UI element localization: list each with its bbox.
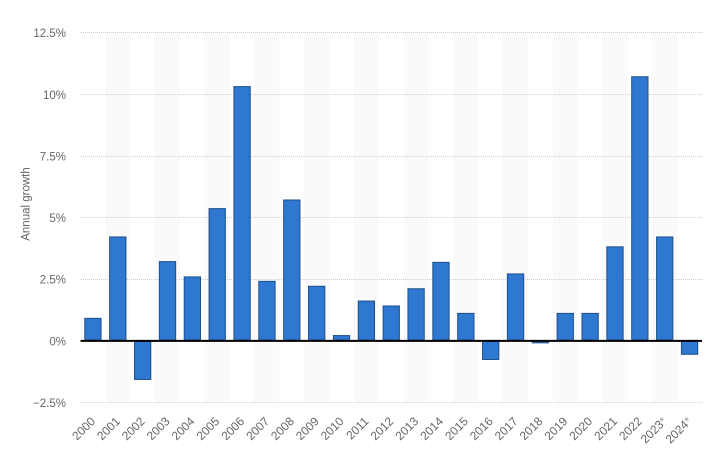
- svg-text:7.5%: 7.5%: [40, 151, 66, 163]
- svg-text:0%: 0%: [49, 336, 66, 348]
- svg-text:Annual growth: Annual growth: [21, 167, 33, 241]
- svg-text:2.5%: 2.5%: [40, 275, 66, 287]
- svg-text:12.5%: 12.5%: [33, 28, 66, 40]
- svg-text:−2.5%: −2.5%: [33, 398, 66, 410]
- svg-text:10%: 10%: [43, 90, 66, 102]
- svg-text:5%: 5%: [49, 213, 66, 225]
